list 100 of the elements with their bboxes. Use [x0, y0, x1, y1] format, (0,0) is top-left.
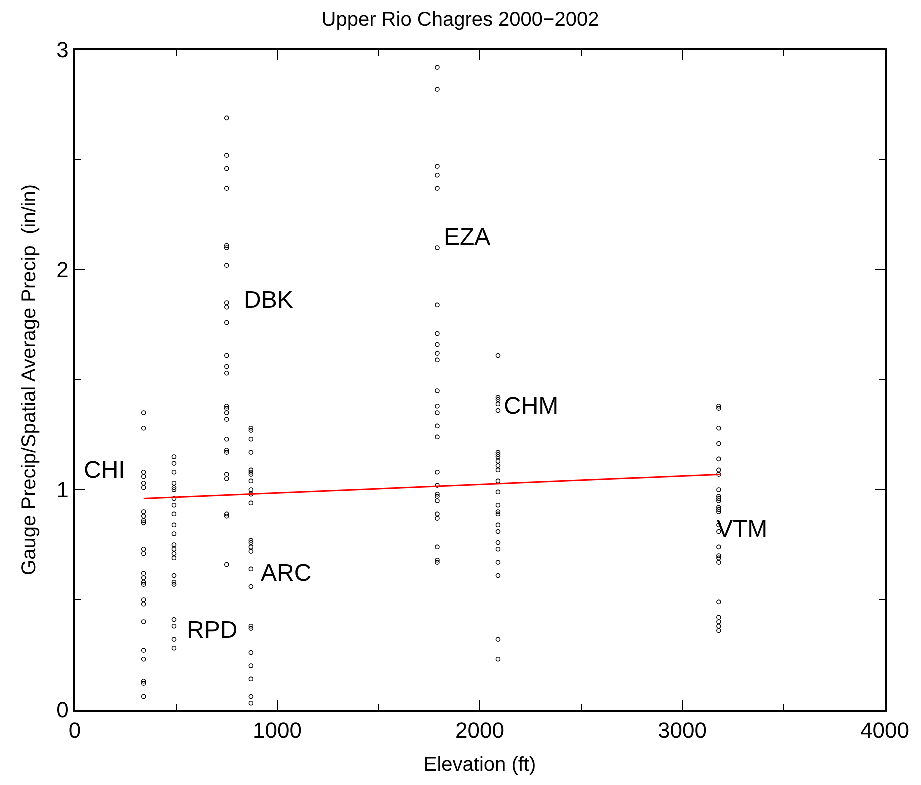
point — [716, 615, 722, 620]
point — [224, 243, 230, 248]
point — [141, 514, 146, 519]
point — [435, 351, 440, 356]
point — [141, 648, 146, 653]
point — [496, 540, 501, 546]
point — [224, 153, 230, 158]
point — [224, 562, 230, 568]
x-tick-label: 1000 — [253, 718, 302, 744]
point — [248, 428, 254, 433]
point — [435, 494, 440, 499]
point — [172, 617, 177, 622]
point — [496, 522, 501, 528]
point — [141, 520, 146, 526]
point — [496, 637, 501, 642]
point — [172, 646, 177, 651]
point — [224, 300, 230, 306]
point — [224, 512, 230, 517]
point — [141, 410, 146, 416]
point — [224, 450, 230, 455]
point — [141, 620, 146, 624]
point — [141, 510, 146, 514]
point — [716, 404, 722, 409]
point — [716, 456, 722, 462]
point — [224, 186, 230, 191]
point — [248, 549, 254, 554]
point — [224, 353, 230, 358]
point — [716, 505, 722, 510]
point — [248, 478, 254, 484]
point — [435, 164, 440, 169]
annotation: CHM — [504, 393, 559, 420]
point — [496, 657, 501, 662]
point — [435, 492, 440, 497]
point — [496, 353, 501, 358]
x-tick-label: 2000 — [456, 718, 504, 744]
point — [172, 488, 177, 492]
point — [435, 246, 440, 250]
point — [716, 628, 722, 634]
y-axis-title: Gauge Precip/Spatial Average Precip (in/in) — [18, 184, 41, 576]
point — [716, 560, 722, 565]
point — [496, 573, 501, 578]
point — [716, 488, 722, 492]
point — [141, 474, 146, 480]
point — [496, 478, 501, 484]
point — [172, 542, 177, 548]
point — [141, 551, 146, 556]
point — [716, 406, 722, 411]
annotation: EZA — [444, 224, 491, 251]
point — [172, 532, 177, 536]
point — [496, 459, 501, 464]
x-tick-label: 3000 — [658, 718, 707, 744]
point — [141, 481, 146, 486]
point — [716, 507, 722, 512]
point — [716, 624, 722, 629]
point — [224, 166, 230, 172]
point — [716, 510, 722, 514]
point — [248, 626, 254, 631]
point — [496, 452, 501, 458]
point — [496, 503, 501, 508]
point — [435, 483, 440, 488]
y-tick-label: 1 — [56, 478, 69, 503]
point — [248, 544, 254, 550]
point — [496, 547, 501, 552]
point — [435, 470, 440, 475]
point — [435, 173, 440, 178]
chart-title: Upper Rio Chagres 2000−2002 — [322, 8, 600, 31]
y-tick-label: 2 — [56, 258, 69, 283]
point — [496, 397, 501, 402]
point — [224, 410, 230, 416]
point — [141, 576, 146, 580]
point — [435, 404, 440, 409]
point — [172, 454, 177, 460]
point — [248, 437, 254, 442]
point — [716, 494, 722, 499]
point — [435, 424, 440, 429]
point — [496, 560, 501, 565]
point — [248, 472, 254, 477]
point — [248, 650, 254, 656]
point — [496, 512, 501, 517]
point — [435, 358, 440, 363]
point — [248, 701, 254, 706]
point — [435, 434, 440, 440]
x-tick-label: 4000 — [860, 718, 910, 744]
point — [172, 470, 177, 475]
point — [141, 598, 146, 602]
point — [172, 547, 177, 552]
point — [435, 560, 440, 565]
point — [716, 496, 722, 502]
point — [435, 342, 440, 348]
y-tick-label: 0 — [56, 698, 69, 723]
point — [248, 624, 254, 629]
point — [224, 417, 230, 422]
point — [248, 468, 254, 473]
point — [435, 558, 440, 563]
point — [496, 454, 501, 460]
point — [224, 371, 230, 376]
point — [141, 602, 146, 607]
point — [248, 450, 254, 455]
point — [141, 657, 146, 662]
point — [141, 580, 146, 585]
